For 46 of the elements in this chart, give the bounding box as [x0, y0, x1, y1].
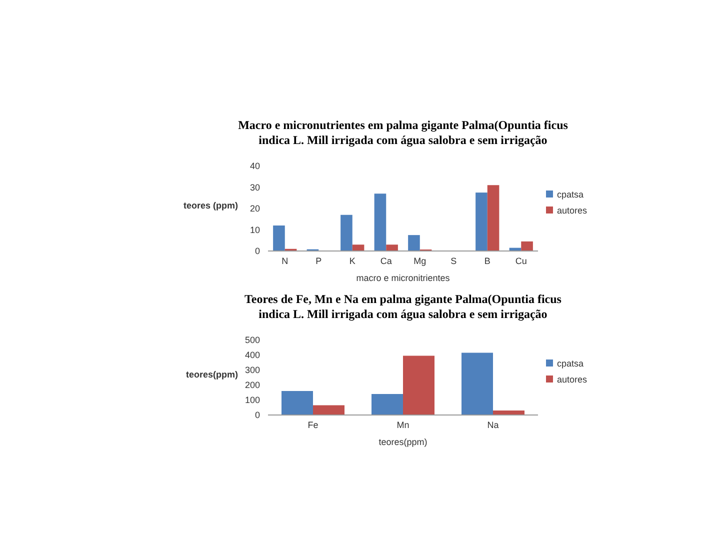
x-tick-label: Cu [515, 256, 527, 266]
bar [282, 391, 313, 415]
x-tick-label: Ca [380, 256, 392, 266]
y-tick-label: 40 [250, 161, 260, 172]
bar [462, 352, 493, 415]
x-tick-label: Mg [414, 256, 426, 266]
y-axis-title: teores(ppm) [186, 370, 238, 380]
bar [352, 244, 364, 251]
x-tick-label: N [282, 256, 288, 266]
bar [386, 244, 398, 251]
x-tick-label: B [484, 256, 490, 266]
bar [340, 214, 352, 251]
y-tick-label: 0 [254, 246, 260, 256]
x-tick-label: Na [487, 420, 499, 430]
x-tick-label: S [450, 256, 457, 266]
bar [487, 185, 500, 251]
bar [372, 394, 403, 415]
legend-label: cpatsa [557, 358, 584, 369]
chart-title: Macro e micronutrientes em palma gigante Palma(Opuntia ficus indica L. Mill irrigada com água salobra e sem irrigação [238, 118, 568, 147]
y-tick-label: 500 [244, 335, 260, 346]
y-tick-label: 200 [244, 380, 260, 390]
y-tick-label: 0 [254, 410, 260, 420]
x-tick-label: K [349, 256, 356, 266]
y-tick-label: 10 [250, 224, 260, 235]
legend-label: cpatsa [557, 190, 584, 200]
y-tick-label: 300 [244, 365, 260, 376]
legend-label: autores [557, 206, 588, 216]
bar [476, 192, 488, 251]
x-tick-label: P [316, 256, 322, 266]
x-axis-title: macro e micronitrientes [356, 273, 450, 283]
chart-title: Teores de Fe, Mn e Na em palma gigante Palma(Opuntia ficus indica L. Mill irrigada com água salobra e sem irrigação [244, 292, 562, 321]
x-tick-label: Mn [396, 420, 410, 430]
y-tick-label: 400 [244, 350, 260, 360]
y-axis-title: teores (ppm) [183, 200, 238, 210]
bar [521, 241, 533, 251]
y-tick-label: 30 [250, 182, 260, 192]
legend-label: autores [557, 374, 588, 385]
bar [313, 405, 344, 415]
bar [374, 194, 386, 251]
bar [273, 226, 285, 251]
x-tick-label: Fe [308, 420, 318, 430]
bar [408, 235, 420, 251]
y-tick-label: 20 [250, 204, 260, 214]
y-tick-label: 100 [244, 395, 260, 406]
bar [403, 356, 434, 415]
x-axis-title: teores(ppm) [378, 437, 428, 447]
